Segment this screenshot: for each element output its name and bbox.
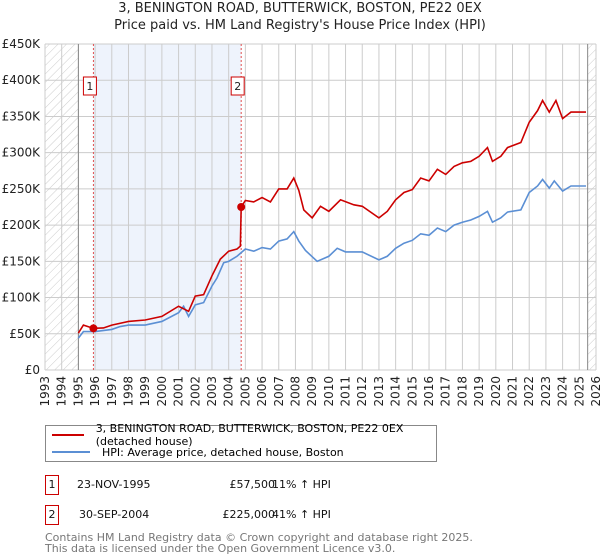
property-price-line <box>77 98 586 334</box>
y-tick-label: £150K <box>2 254 42 268</box>
chart-title: 3, BENINGTON ROAD, BUTTERWICK, BOSTON, P… <box>118 1 482 16</box>
sale-marker-badge <box>82 76 97 96</box>
y-tick-label: £100K <box>2 291 42 305</box>
sale-price: £57,500 <box>229 478 276 491</box>
x-tick-label: 2021 <box>506 376 520 407</box>
x-tick-label: 2009 <box>305 376 319 407</box>
x-tick-label: 2000 <box>155 376 169 407</box>
legend-item-property: 3, BENINGTON ROAD, BUTTERWICK, BOSTON, P… <box>52 422 436 448</box>
footer-copyright: Contains HM Land Registry data © Crown c… <box>45 531 473 544</box>
x-tick-label: 2024 <box>556 376 570 407</box>
x-tick-label: 2003 <box>205 376 219 407</box>
x-tick-label: 2013 <box>372 376 386 407</box>
x-tick-label: 1994 <box>55 376 69 407</box>
sale-marker-label: 1 <box>86 80 93 93</box>
sale-marker-label: 2 <box>234 80 241 93</box>
x-tick-label: 2001 <box>172 376 186 407</box>
sale-date: 30-SEP-2004 <box>79 508 150 521</box>
x-tick-label: 2002 <box>188 376 202 407</box>
x-tick-label: 1997 <box>105 376 119 407</box>
x-tick-label: 2006 <box>255 376 269 407</box>
sale-badge: 1 <box>45 475 59 495</box>
x-tick-label: 2020 <box>489 376 503 407</box>
y-tick-label: £50K <box>9 327 41 341</box>
plot-area: 1993 1994 1995 1996 1997 1998 1999 2000 2001 2002… <box>2 37 600 407</box>
sale-period-shading <box>93 44 242 370</box>
x-tick-label: 2023 <box>539 376 553 407</box>
sale-point <box>89 324 98 333</box>
hpi-line <box>77 178 586 339</box>
x-tick-label: 2004 <box>222 376 236 407</box>
x-tick-label: 2015 <box>405 376 419 407</box>
x-tick-label: 2019 <box>472 376 486 407</box>
x-tick-label: 2011 <box>339 376 353 407</box>
sale-date: 23-NOV-1995 <box>77 478 151 491</box>
sale-price: £225,000 <box>222 508 276 521</box>
x-tick-label: 2026 <box>589 376 600 407</box>
sale-badge: 2 <box>45 505 59 525</box>
x-tick-label: 1999 <box>138 376 152 407</box>
y-tick-label: £250K <box>2 182 42 196</box>
sale-hpi: 41% ↑ HPI <box>272 508 331 521</box>
x-tick-label: 2008 <box>288 376 302 407</box>
x-tick-label: 2018 <box>455 376 469 407</box>
sale-point <box>237 203 246 211</box>
footer-licence: This data is licensed under the Open Gov… <box>45 542 396 555</box>
x-tick-label: 1993 <box>38 376 52 407</box>
x-tick-label: 2022 <box>522 376 536 407</box>
legend-swatch-blue <box>52 451 90 453</box>
sale-hpi: 11% ↑ HPI <box>272 478 331 491</box>
legend-item-hpi: HPI: Average price, detached house, Bost… <box>52 444 344 460</box>
no-data-hatch-right <box>587 44 596 370</box>
y-tick-label: £300K <box>2 146 42 160</box>
x-tick-label: 1996 <box>88 376 102 407</box>
x-tick-label: 2016 <box>422 376 436 407</box>
legend-swatch-red <box>52 434 84 436</box>
legend-label: 3, BENINGTON ROAD, BUTTERWICK, BOSTON, P… <box>95 422 404 448</box>
y-tick-label: £450K <box>2 37 42 51</box>
y-tick-label: £350K <box>2 109 42 123</box>
y-tick-label: £200K <box>2 218 42 232</box>
x-tick-label: 2014 <box>389 376 403 407</box>
y-tick-label: £400K <box>2 73 42 87</box>
x-tick-label: 2007 <box>272 376 286 407</box>
x-tick-label: 2017 <box>439 376 453 407</box>
chart-subtitle: Price paid vs. HM Land Registry's House … <box>114 18 486 33</box>
x-tick-label: 2025 <box>572 376 586 407</box>
legend-label: HPI: Average price, detached house, Bost… <box>102 445 344 459</box>
x-tick-label: 2012 <box>355 376 369 407</box>
x-tick-label: 2005 <box>238 376 252 407</box>
legend: 3, BENINGTON ROAD, BUTTERWICK, BOSTON, P… <box>45 422 437 462</box>
y-tick-label: £0 <box>25 363 40 377</box>
x-tick-label: 1998 <box>121 376 135 407</box>
sale-marker-badge <box>230 76 245 96</box>
x-tick-label: 1995 <box>71 376 85 407</box>
x-tick-label: 2010 <box>322 376 336 407</box>
